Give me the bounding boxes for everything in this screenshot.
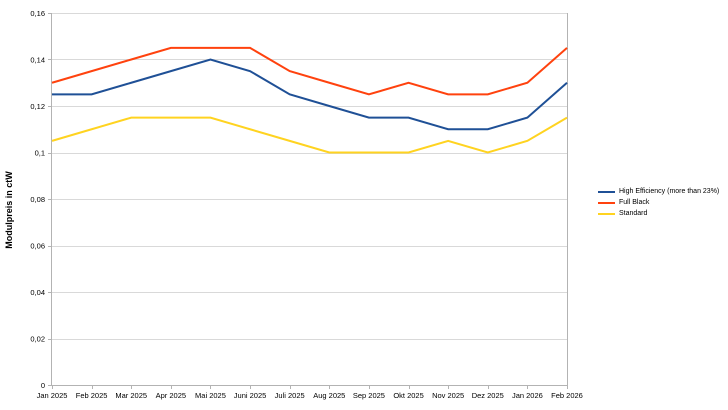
legend-label: High Efficiency (more than 23%) — [619, 188, 720, 195]
legend-line-swatch — [598, 191, 615, 193]
x-tick-label: Mai 2025 — [195, 391, 226, 400]
y-tick-label: 0,08 — [30, 195, 45, 204]
y-tick-label: 0,06 — [30, 242, 45, 251]
legend-entry: High Efficiency (more than 23%) — [598, 188, 719, 196]
x-tick-label: Apr 2025 — [156, 391, 186, 400]
y-tick-label: 0,14 — [30, 56, 45, 65]
legend-entry: Standard — [598, 210, 719, 218]
legend-entry: Full Black — [598, 199, 719, 207]
x-tick-label: Jan 2025 — [37, 391, 68, 400]
y-tick-label: 0,1 — [35, 149, 45, 158]
y-tick-label: 0,16 — [30, 9, 45, 18]
y-tick-label: 0,04 — [30, 288, 45, 297]
y-tick-label: 0,12 — [30, 102, 45, 111]
x-tick-label: Juli 2025 — [275, 391, 305, 400]
legend: High Efficiency (more than 23%) Full Blac… — [598, 188, 719, 218]
x-tick-label: Dez 2025 — [472, 391, 504, 400]
legend-line-swatch — [598, 202, 615, 204]
legend-label: Full Black — [619, 199, 650, 206]
y-tick-label: 0,02 — [30, 335, 45, 344]
x-tick-label: Mar 2025 — [115, 391, 147, 400]
legend-line-swatch — [598, 213, 615, 215]
x-tick-label: Okt 2025 — [393, 391, 423, 400]
series-line-high-efficiency-more-than-23 — [52, 58, 568, 131]
x-tick-label: Juni 2025 — [234, 391, 267, 400]
series-line-full-black — [51, 46, 568, 96]
x-tick-label: Feb 2026 — [551, 391, 583, 400]
x-tick-label: Feb 2025 — [76, 391, 108, 400]
y-tick-label: 0 — [41, 381, 45, 390]
legend-label: Standard — [619, 210, 648, 217]
x-tick-label: Nov 2025 — [432, 391, 464, 400]
x-tick-label: Jan 2026 — [512, 391, 543, 400]
x-tick-label: Sep 2025 — [353, 391, 385, 400]
x-tick-label: Aug 2025 — [313, 391, 345, 400]
series-line-standard — [51, 116, 568, 154]
